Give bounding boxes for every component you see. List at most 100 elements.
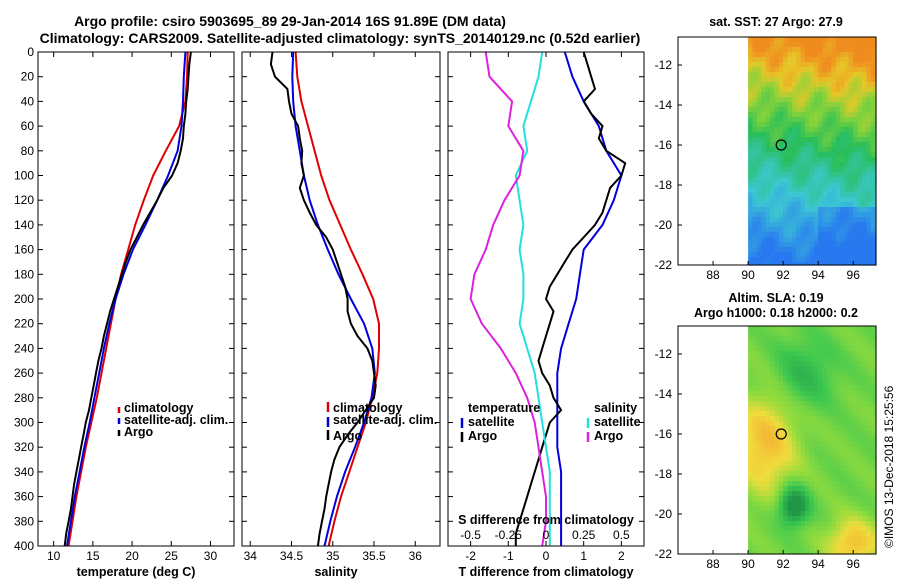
map-cell [796,217,802,223]
map-cell [791,102,797,108]
y-tick-label: 220 [14,317,34,331]
map-cell [844,511,850,517]
map-cell [791,117,797,123]
map-cell [853,77,859,83]
map-cell [857,396,863,402]
map-cell [831,147,837,153]
map-cell [870,162,876,168]
map-cell [862,37,867,43]
map-cell [822,247,828,253]
map-cell [783,526,789,532]
map-cell [778,506,784,512]
map-cell [783,371,789,377]
map-cell [796,476,802,482]
map-cell [866,92,872,98]
map-cell [835,222,841,228]
map-cell [866,172,872,178]
map-cell [857,391,863,397]
map-cell [783,197,789,203]
top-x-tick-label: 0.5 [613,528,630,542]
map-cell [870,147,876,153]
map-cell [844,346,850,352]
map-cell [770,346,775,352]
map-cell [756,262,762,266]
map-cell [870,212,876,218]
map-cell [791,356,797,362]
map-cell [835,486,841,492]
map-cell [835,197,841,203]
map-cell [756,481,762,487]
map-cell [870,411,876,417]
map-cell [748,127,754,133]
map-cell [853,247,859,253]
map-cell [857,107,863,113]
map-cell [778,52,784,58]
y-tick-label: 60 [21,119,35,133]
map-cell [831,486,837,492]
map-cell [809,202,815,208]
map-cell [783,501,789,507]
map-cell [809,112,815,118]
map-cell [783,346,789,352]
map-cell [748,157,754,163]
map-cell [752,431,758,437]
map-cell [778,341,784,347]
map-cell [835,336,841,342]
map-cell [870,227,876,233]
map-cell [870,142,876,148]
map-cell [866,376,872,382]
map-cell [818,82,824,88]
map-cell [783,471,789,477]
map-cell [805,132,810,138]
map-cell [844,167,850,173]
map-cell [800,421,806,427]
map-cell [791,531,797,537]
map-cell [835,182,841,188]
map-cell [805,526,810,532]
map-cell [844,541,850,547]
map-cell [748,227,754,233]
map-cell [822,137,828,143]
map-cell [761,37,767,43]
map-cell [765,177,771,183]
map-cell [818,441,824,447]
map-cell [787,501,793,507]
map-cell [761,411,767,417]
map-cell [796,127,802,133]
map-cell [765,421,771,427]
map-cell [756,536,762,542]
map-cell [831,187,837,193]
map-cell [857,102,863,108]
map-cell [840,102,846,108]
map-cell [848,222,854,228]
map-cell [809,117,815,123]
map-cell [866,336,872,342]
map-cell [783,217,789,223]
map-cell [774,421,780,427]
map-cell [748,406,754,412]
map-cell [765,426,771,432]
y-tick-label: -16 [655,138,673,152]
map-cell [809,72,815,78]
map-cell [813,376,819,382]
map-cell [756,331,762,337]
map-cell [822,242,828,248]
map-cell [866,67,872,73]
map-cell [866,227,872,233]
map-cell [844,72,850,78]
map-cell [866,182,872,188]
map-cell [853,521,859,527]
sst-map-axes-box [677,36,877,266]
map-cell [809,102,815,108]
map-cell [796,436,802,442]
map-cell [835,456,841,462]
map-cell [787,536,793,542]
map-cell [813,461,819,467]
map-cell [822,481,828,487]
map-cell [840,336,846,342]
map-cell [752,371,758,377]
map-cell [756,326,762,332]
map-cell [831,152,837,158]
map-cell [844,551,850,555]
x-tick-label: 90 [741,268,755,282]
